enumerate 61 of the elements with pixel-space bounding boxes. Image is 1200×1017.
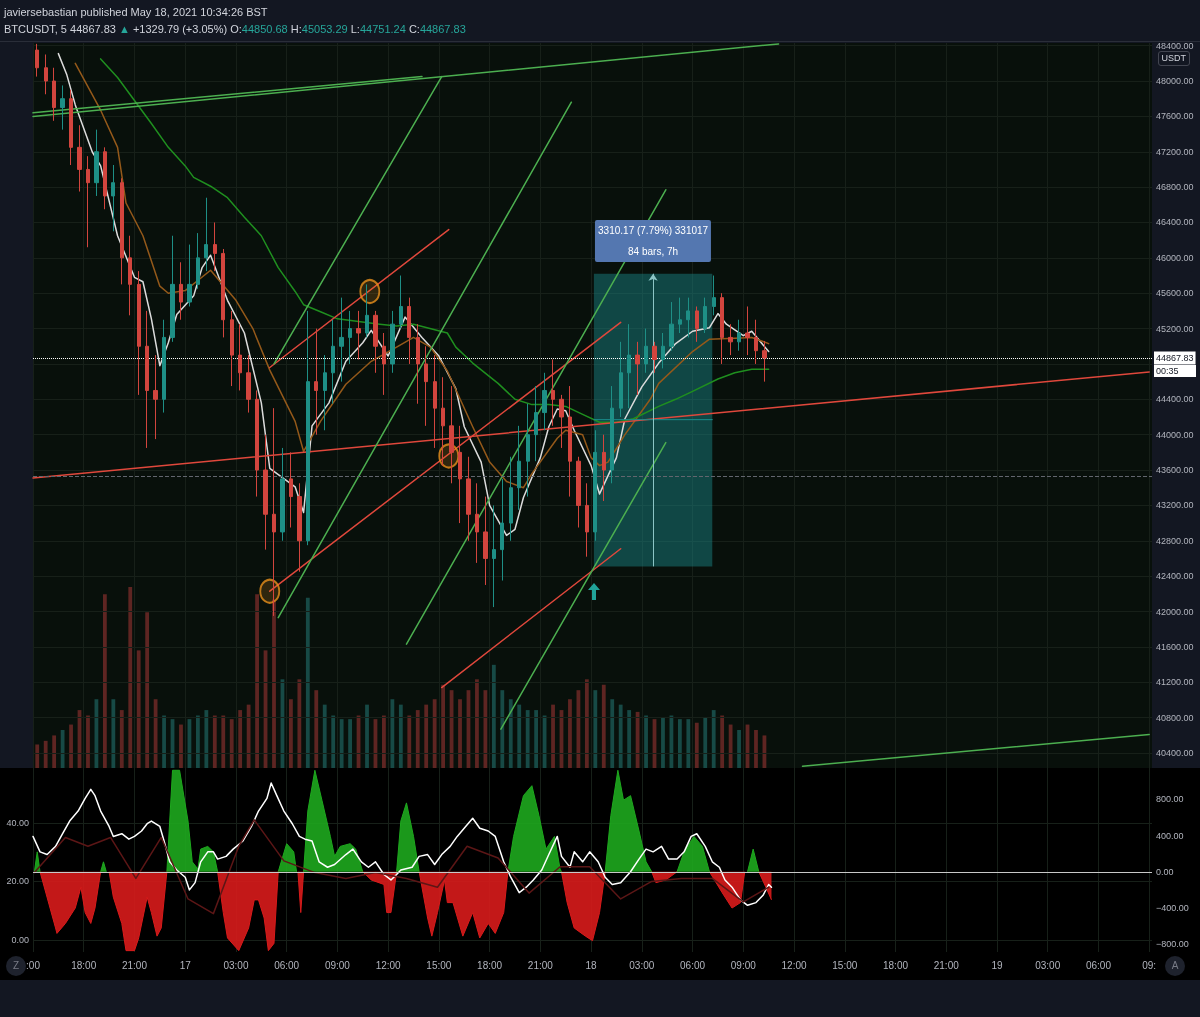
- y-tick-label: 45200.00: [1156, 323, 1194, 334]
- label-box: 3310.17 (7.79%) 331017 84 bars, 7h: [595, 219, 712, 262]
- y2-tick-label: −400.00: [1156, 903, 1189, 914]
- chart-title: BTCUSDT, 5: [4, 23, 67, 35]
- text: javiersebastian published May 18, 2021 10:34:26 BST: [4, 5, 269, 20]
- y-tick-label: 46400.00: [1156, 217, 1194, 228]
- x-tick-label: 03:00: [1035, 959, 1061, 971]
- y-tick-label: 46000.00: [1156, 252, 1194, 263]
- y-axis-title: USDT: [1157, 51, 1190, 66]
- y-tick-label: 48000.00: [1156, 76, 1194, 87]
- text: 44867.83 ▲ +1329.79 (+3.05%) O:44850.68 H:45053.29 L:44751.24 C:44867.83: [70, 23, 466, 35]
- x-tick-label: 09:00: [324, 959, 351, 971]
- x-tick-label: 09:: [1142, 959, 1157, 971]
- y-tick-label: 42400.00: [1156, 571, 1194, 582]
- x-tick-label: 03:00: [223, 959, 249, 971]
- x-tick-label: 21:00: [121, 959, 148, 971]
- letter-button: Z: [6, 956, 26, 976]
- x-tick-label: 06:00: [680, 959, 706, 971]
- y-tick-label: 47200.00: [1156, 146, 1194, 157]
- annotation: 84 bars, 7h: [627, 244, 680, 259]
- y-tick-label: 0.00: [11, 934, 29, 945]
- x-tick-label: 17: [179, 959, 192, 971]
- x-tick-label: 19: [991, 959, 1003, 971]
- y-tick-label: 41600.00: [1156, 641, 1194, 652]
- x-tick-label: 18:00: [477, 959, 503, 971]
- y-tick-label: 47600.00: [1156, 111, 1194, 122]
- x-tick-label: 18:00: [71, 959, 97, 971]
- x-tick-label: 12:00: [781, 959, 807, 971]
- x-tick-label: :00: [26, 959, 41, 971]
- y-tick-label: 45600.00: [1156, 288, 1194, 299]
- y-tick-label: 40400.00: [1156, 747, 1194, 758]
- y-tick-label: 42800.00: [1156, 535, 1194, 546]
- x-tick-label: 09:00: [730, 959, 757, 971]
- y-tick-label: 46800.00: [1156, 182, 1194, 193]
- y-tick-label: 41200.00: [1156, 677, 1194, 688]
- y-tick-label: 40.00: [6, 817, 29, 828]
- x-tick-label: 15:00: [832, 959, 858, 971]
- text: 00:35: [1154, 364, 1196, 377]
- y2-tick-label: 800.00: [1156, 794, 1184, 805]
- y2-tick-label: −800.00: [1156, 939, 1189, 950]
- x-tick-label: 18: [585, 959, 598, 971]
- x-tick-label: 18:00: [882, 959, 909, 971]
- y-tick-label: 40800.00: [1156, 712, 1194, 723]
- y-tick-label: 42000.00: [1156, 606, 1194, 617]
- y-tick-label: 44000.00: [1156, 429, 1194, 440]
- y2-tick-label: 400.00: [1156, 830, 1184, 841]
- x-tick-label: 15:00: [426, 959, 452, 971]
- y-tick-label: 44400.00: [1156, 394, 1194, 405]
- letter-button: A: [1165, 956, 1185, 976]
- x-tick-label: 03:00: [629, 959, 655, 971]
- x-tick-label: 06:00: [1085, 959, 1112, 971]
- y-tick-label: 43200.00: [1156, 500, 1194, 511]
- annotation: 3310.17 (7.79%) 331017: [598, 223, 709, 238]
- y-tick-label: 48400.00: [1156, 40, 1194, 51]
- x-tick-label: 21:00: [527, 959, 554, 971]
- y-tick-label: 43600.00: [1156, 465, 1194, 476]
- x-tick-label: 06:00: [274, 959, 300, 971]
- x-tick-label: 12:00: [375, 959, 402, 971]
- y-tick-label: 20.00: [6, 876, 29, 887]
- x-tick-label: 21:00: [933, 959, 960, 971]
- ref-line-label: 44867.83: [1156, 352, 1194, 363]
